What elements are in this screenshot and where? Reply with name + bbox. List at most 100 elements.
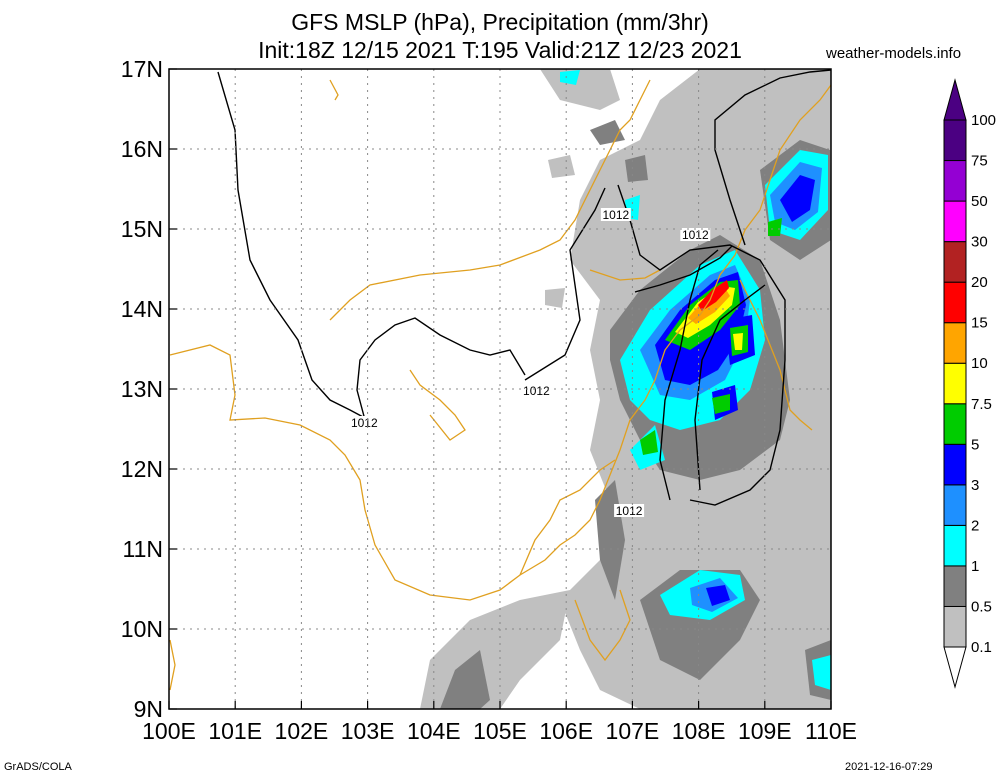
colorbar-swatch — [943, 322, 967, 364]
colorbar-swatch — [943, 119, 967, 162]
lon-tick-label: 110E — [805, 718, 857, 744]
map-title-line1: GFS MSLP (hPa), Precipitation (mm/3hr) — [291, 9, 709, 35]
isobar-label: 1012 — [351, 416, 378, 430]
precip-area-3mm — [706, 585, 730, 606]
isobar-label: 1012 — [602, 208, 629, 222]
colorbar-label: 2 — [971, 517, 979, 534]
colorbar-top-arrow — [943, 78, 967, 121]
longitude-axis: 100E 101E 102E 103E 104E 105E 106E 107E 108E 109E… — [142, 701, 857, 744]
lat-tick-label: 12N — [121, 456, 163, 482]
precip-area-medium — [625, 155, 648, 182]
isobar-label: 1012 — [523, 384, 550, 398]
colorbar-label: 30 — [971, 234, 988, 251]
isobar-label: 1012 — [682, 228, 709, 242]
isobar-1012 — [356, 317, 526, 421]
isobar-1012 — [217, 71, 366, 419]
colorbar-swatch — [943, 281, 967, 324]
colorbar-label: 3 — [971, 477, 979, 494]
lat-tick-label: 9N — [134, 696, 163, 722]
footer-timestamp: 2021-12-16-07:29 — [845, 761, 933, 773]
isobar-1012 — [694, 284, 766, 491]
precip-area-1mm — [560, 70, 580, 85]
border — [574, 589, 631, 662]
colorbar-label: 15 — [971, 315, 988, 332]
lon-tick-label: 109E — [738, 718, 792, 744]
grid-lines — [169, 69, 831, 709]
precipitation-colorbar: 0.1 0.5 1 2 3 5 7.5 10 15 20 30 50 75 100 — [943, 78, 996, 689]
isobar-labels: 1012 1012 1012 1012 1012 — [349, 208, 711, 518]
precip-area-15mm — [698, 280, 729, 311]
precip-area-light — [545, 288, 565, 308]
precip-area-light — [420, 590, 570, 709]
colorbar-label: 1 — [971, 558, 979, 575]
colorbar-label: 100 — [971, 112, 996, 129]
precip-area-light — [540, 69, 620, 110]
colorbar-label: 0.5 — [971, 598, 992, 615]
lat-tick-label: 14N — [121, 296, 163, 322]
map-title-line2: Init:18Z 12/15 2021 T:195 Valid:21Z 12/2… — [258, 37, 742, 63]
border — [409, 369, 466, 441]
colorbar-label: 10 — [971, 355, 988, 372]
colorbar-swatch — [943, 200, 967, 243]
isobar-label-bg — [349, 416, 380, 429]
isobar-1012 — [617, 184, 786, 506]
lon-tick-label: 105E — [473, 718, 527, 744]
isobar-1012 — [714, 69, 831, 246]
lon-tick-label: 108E — [672, 718, 726, 744]
site-credit: weather-models.info — [826, 45, 962, 62]
precip-area-light — [548, 155, 575, 178]
lat-tick-label: 10N — [121, 616, 163, 642]
lon-tick-label: 103E — [341, 718, 395, 744]
isobar-label-bg — [600, 208, 631, 221]
footer-left-credit: GrADS/COLA — [4, 761, 72, 773]
isobar-label-bg — [680, 228, 711, 241]
precip-area-3mm — [780, 175, 815, 222]
precip-area-medium — [440, 650, 490, 709]
colorbar-label: 75 — [971, 153, 988, 170]
isobar-1012 — [524, 187, 606, 381]
colorbar-label: 7.5 — [971, 396, 992, 413]
lat-tick-label: 17N — [121, 56, 163, 82]
isobar-1012 — [659, 249, 719, 501]
colorbar-swatch — [943, 160, 967, 202]
lon-tick-label: 100E — [142, 718, 196, 744]
lon-tick-label: 101E — [208, 718, 262, 744]
coastline — [169, 344, 631, 601]
border — [739, 279, 813, 431]
colorbar-swatch — [943, 565, 967, 607]
lat-tick-label: 15N — [121, 216, 163, 242]
latitude-axis: 9N 10N 11N 12N 13N 14N 15N 16N 17N — [121, 56, 177, 722]
colorbar-label: 50 — [971, 193, 988, 210]
precip-area-5mm — [712, 394, 730, 414]
lon-tick-label: 102E — [275, 718, 329, 744]
isobar-label-bg — [614, 504, 645, 517]
lon-tick-label: 107E — [606, 718, 660, 744]
precip-area-1mm — [812, 655, 831, 690]
lat-tick-label: 11N — [123, 536, 164, 562]
colorbar-swatch — [943, 524, 967, 567]
colorbar-swatch — [943, 362, 967, 405]
isobar-1012 — [634, 245, 733, 293]
lon-tick-label: 106E — [539, 718, 593, 744]
lon-tick-label: 104E — [407, 718, 461, 744]
border — [519, 459, 616, 576]
border — [329, 79, 651, 321]
colorbar-swatch — [943, 484, 967, 526]
border — [169, 639, 176, 691]
colorbar-label: 0.1 — [971, 639, 992, 656]
isobar-label: 1012 — [616, 504, 643, 518]
colorbar-swatch — [943, 403, 967, 445]
precip-area-7mm — [733, 333, 743, 350]
lat-tick-label: 13N — [121, 376, 163, 402]
precip-area-medium — [590, 120, 625, 145]
isobar-label-bg — [521, 384, 552, 397]
colorbar-bottom-arrow — [943, 646, 967, 689]
colorbar-swatch — [943, 605, 967, 648]
precip-area-5mm — [768, 218, 782, 236]
border — [329, 79, 339, 101]
colorbar-label: 20 — [971, 274, 988, 291]
colorbar-swatch — [943, 443, 967, 486]
colorbar-label: 5 — [971, 436, 979, 453]
coastline — [629, 84, 831, 421]
